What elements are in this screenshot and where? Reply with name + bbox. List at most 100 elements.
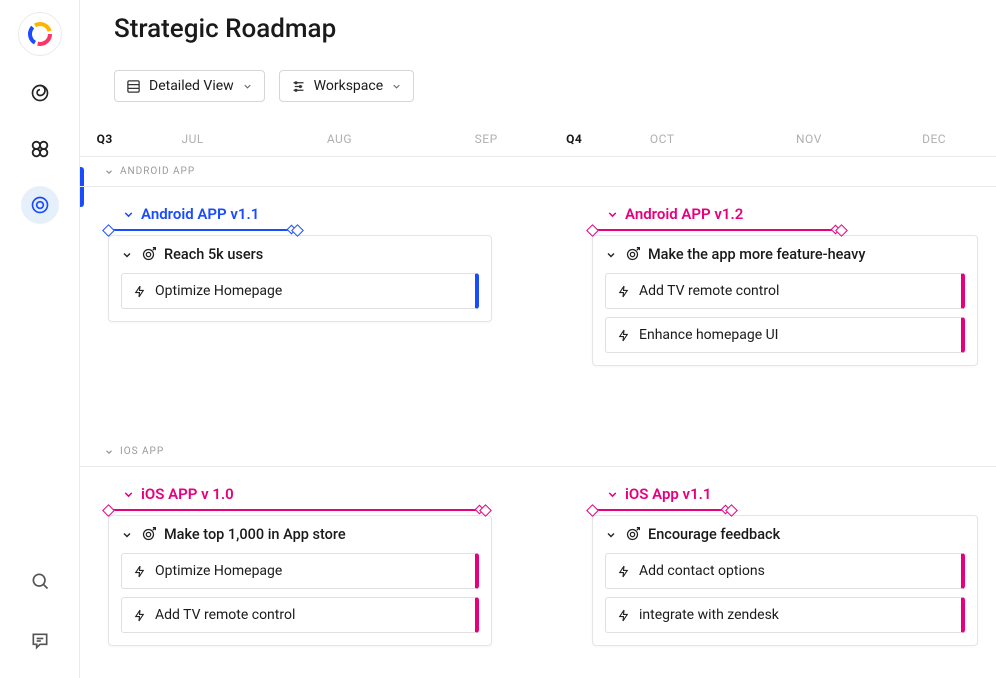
swimlane-android-label: ANDROID APP <box>120 166 195 177</box>
bolt-icon <box>133 285 146 298</box>
detailed-view-icon <box>126 79 141 94</box>
chevron-down-icon <box>605 529 617 541</box>
logo-icon <box>27 21 53 47</box>
chevron-down-icon <box>121 249 133 261</box>
epic-ios-v11: iOS App v1.1 Encourage feedback Add contac… <box>592 485 978 646</box>
chevron-down-icon <box>104 167 114 177</box>
task-label: Add contact options <box>639 563 765 579</box>
chevron-down-icon <box>606 488 619 501</box>
epic-card: Make the app more feature-heavy Add TV re… <box>592 235 978 366</box>
chevron-down-icon <box>104 447 114 457</box>
axis-aug: AUG <box>266 132 413 146</box>
axis-oct: OCT <box>589 132 736 146</box>
objective-row[interactable]: Make top 1,000 in App store <box>121 526 479 543</box>
epic-card: Make top 1,000 in App store Optimize Home… <box>108 515 492 646</box>
comment-icon[interactable] <box>21 622 59 660</box>
objective-label: Make the app more feature-heavy <box>648 246 865 263</box>
nav-spiral-icon[interactable] <box>21 74 59 112</box>
bolt-icon <box>133 609 146 622</box>
target-icon <box>625 247 640 262</box>
axis-dec: DEC <box>882 132 986 146</box>
objective-row[interactable]: Reach 5k users <box>121 246 479 263</box>
task-item[interactable]: Add TV remote control <box>121 597 479 633</box>
objective-label: Make top 1,000 in App store <box>164 526 346 543</box>
swimlane-ios-body: iOS APP v 1.0 Make top 1,000 in App store… <box>80 467 996 678</box>
epic-title-row[interactable]: iOS App v1.1 <box>592 485 978 503</box>
page-title: Strategic Roadmap <box>114 14 996 44</box>
swimlane-android-header[interactable]: ANDROID APP <box>80 157 996 187</box>
swimlane-ios-label: IOS APP <box>120 446 164 457</box>
nav-rings-icon[interactable] <box>21 130 59 168</box>
chevron-down-icon <box>122 488 135 501</box>
epic-title: Android APP v1.2 <box>625 205 743 223</box>
app-logo[interactable] <box>18 12 62 56</box>
epic-card: Encourage feedback Add contact options int… <box>592 515 978 646</box>
task-item[interactable]: Add contact options <box>605 553 965 589</box>
task-label: integrate with zendesk <box>639 607 779 623</box>
chevron-down-icon <box>605 249 617 261</box>
epic-time-handle[interactable] <box>287 224 297 234</box>
task-label: Optimize Homepage <box>155 563 282 579</box>
task-label: Optimize Homepage <box>155 283 282 299</box>
axis-q4: Q4 <box>560 132 589 146</box>
epic-ios-v10: iOS APP v 1.0 Make top 1,000 in App store… <box>108 485 492 646</box>
chevron-down-icon <box>121 529 133 541</box>
workspace-icon <box>291 79 306 94</box>
axis-sep: SEP <box>413 132 560 146</box>
epic-title: Android APP v1.1 <box>141 205 259 223</box>
epic-android-v12: Android APP v1.2 Make the app more featur… <box>592 205 978 366</box>
epic-title-row[interactable]: Android APP v1.1 <box>108 205 492 223</box>
epic-time-bar[interactable] <box>108 229 298 231</box>
main-content: Strategic Roadmap Detailed View Workspac… <box>80 0 996 678</box>
objective-label: Encourage feedback <box>648 526 780 543</box>
epic-title-row[interactable]: iOS APP v 1.0 <box>108 485 492 503</box>
target-icon <box>625 527 640 542</box>
axis-nov: NOV <box>736 132 883 146</box>
scope-dropdown-label: Workspace <box>314 78 384 94</box>
epic-time-bar[interactable] <box>592 229 842 231</box>
axis-q3: Q3 <box>90 132 119 146</box>
objective-label: Reach 5k users <box>164 246 263 263</box>
bolt-icon <box>617 565 630 578</box>
bolt-icon <box>617 329 630 342</box>
epic-time-handle[interactable] <box>831 224 841 234</box>
timeline-axis: Q3JULAUGSEPQ4OCTNOVDEC <box>80 132 996 157</box>
bolt-icon <box>617 285 630 298</box>
task-label: Add TV remote control <box>155 607 295 623</box>
chevron-down-icon <box>122 208 135 221</box>
epic-title: iOS App v1.1 <box>625 485 711 503</box>
swimlane-android-body: Android APP v1.1 Reach 5k users Optimize H… <box>80 187 996 437</box>
target-icon <box>141 527 156 542</box>
epic-android-v11: Android APP v1.1 Reach 5k users Optimize H… <box>108 205 492 322</box>
bolt-icon <box>133 565 146 578</box>
app-sidebar <box>0 0 80 678</box>
search-icon[interactable] <box>21 562 59 600</box>
epic-time-handle[interactable] <box>475 504 485 514</box>
nav-roadmap-icon[interactable] <box>21 186 59 224</box>
task-item[interactable]: Optimize Homepage <box>121 553 479 589</box>
task-item[interactable]: Optimize Homepage <box>121 273 479 309</box>
axis-jul: JUL <box>119 132 266 146</box>
task-item[interactable]: Enhance homepage UI <box>605 317 965 353</box>
bolt-icon <box>617 609 630 622</box>
view-dropdown[interactable]: Detailed View <box>114 70 265 102</box>
task-label: Add TV remote control <box>639 283 779 299</box>
objective-row[interactable]: Make the app more feature-heavy <box>605 246 965 263</box>
task-item[interactable]: Add TV remote control <box>605 273 965 309</box>
task-item[interactable]: integrate with zendesk <box>605 597 965 633</box>
task-label: Enhance homepage UI <box>639 327 779 343</box>
target-icon <box>141 247 156 262</box>
epic-time-bar[interactable] <box>108 509 486 511</box>
epic-card: Reach 5k users Optimize Homepage <box>108 235 492 322</box>
view-dropdown-label: Detailed View <box>149 78 234 94</box>
swimlane-ios-header[interactable]: IOS APP <box>80 437 996 467</box>
chevron-down-icon <box>242 81 253 92</box>
epic-title-row[interactable]: Android APP v1.2 <box>592 205 978 223</box>
chevron-down-icon <box>391 81 402 92</box>
epic-time-bar[interactable] <box>592 509 732 511</box>
objective-row[interactable]: Encourage feedback <box>605 526 965 543</box>
scope-dropdown[interactable]: Workspace <box>279 70 415 102</box>
chevron-down-icon <box>606 208 619 221</box>
epic-time-handle[interactable] <box>721 504 731 514</box>
epic-title: iOS APP v 1.0 <box>141 485 234 503</box>
